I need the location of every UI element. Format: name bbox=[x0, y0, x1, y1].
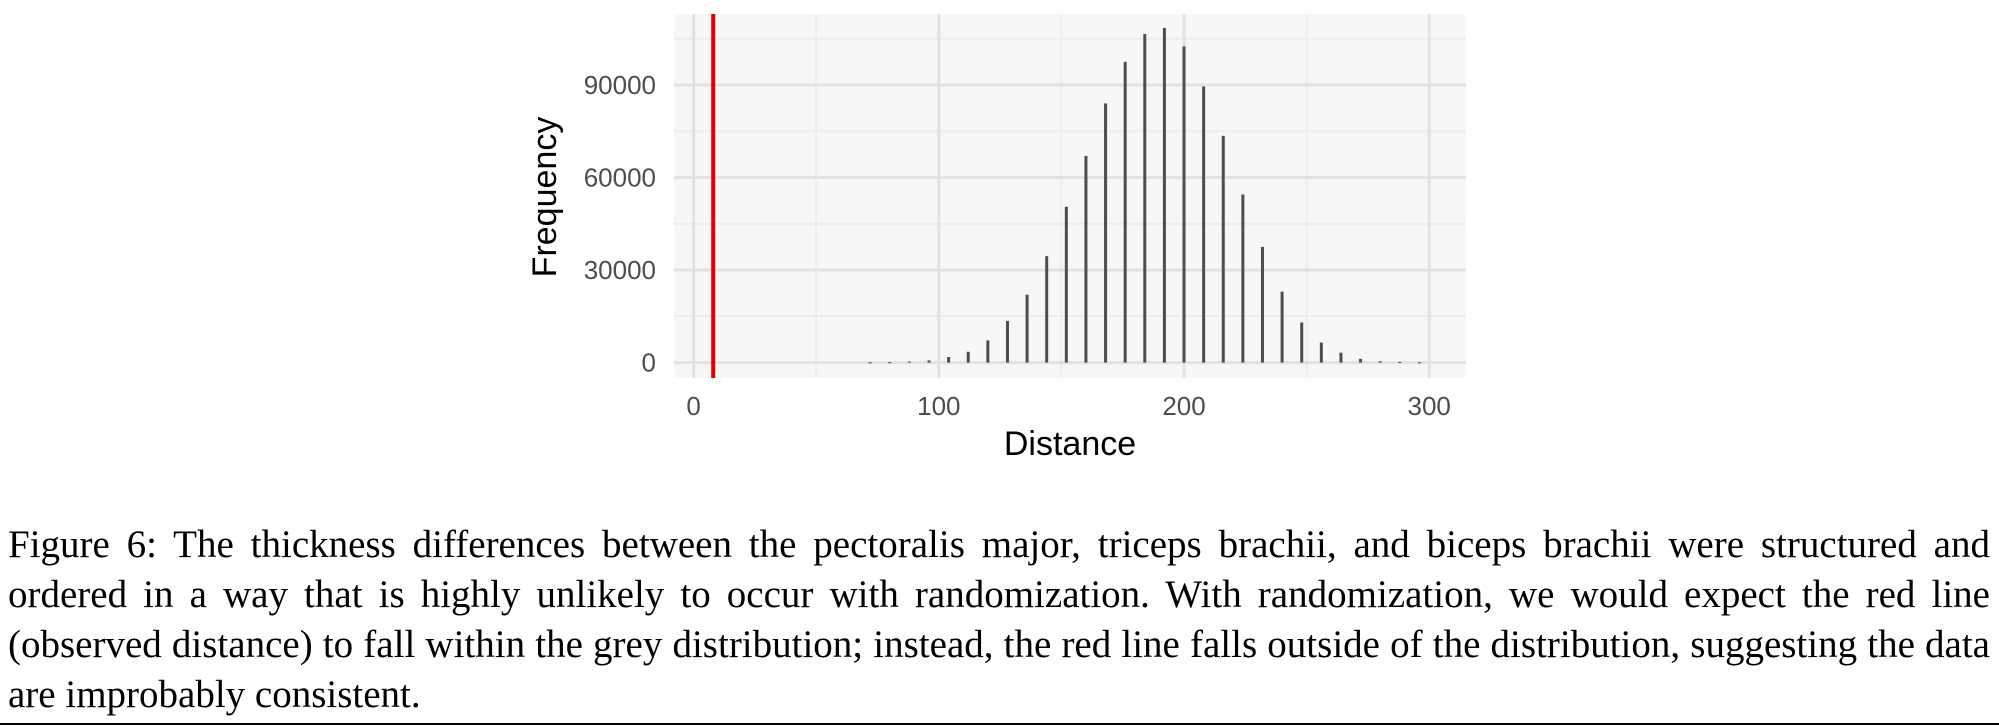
histogram-bar bbox=[1084, 155, 1088, 363]
x-tick-label: 0 bbox=[686, 391, 700, 421]
histogram-bar bbox=[1143, 34, 1147, 363]
plot-background bbox=[674, 14, 1466, 378]
histogram-bar bbox=[1417, 362, 1421, 364]
histogram-bar bbox=[1241, 194, 1245, 363]
y-tick-label: 30000 bbox=[584, 255, 656, 285]
y-axis-title: Frequency bbox=[526, 117, 564, 278]
histogram-bar bbox=[1064, 206, 1068, 363]
histogram-bar bbox=[1260, 246, 1264, 363]
x-tick-label: 300 bbox=[1408, 391, 1451, 421]
histogram-bar bbox=[1280, 291, 1284, 363]
histogram-bar bbox=[1300, 322, 1304, 363]
histogram-bar bbox=[966, 351, 970, 363]
bars bbox=[868, 27, 1421, 364]
histogram-bar bbox=[927, 360, 931, 363]
y-tick-label: 60000 bbox=[584, 162, 656, 192]
histogram-bar bbox=[1202, 86, 1206, 363]
histogram-bar bbox=[1398, 361, 1402, 363]
histogram-bar bbox=[1025, 294, 1029, 363]
figure-caption: Figure 6: The thickness differences betw… bbox=[8, 523, 1990, 716]
histogram-bar bbox=[1339, 352, 1343, 363]
y-tick-label: 90000 bbox=[584, 70, 656, 100]
histogram-bar bbox=[907, 361, 911, 363]
histogram-bar bbox=[868, 362, 872, 364]
x-tick-label: 200 bbox=[1162, 391, 1205, 421]
histogram-bar bbox=[1221, 135, 1225, 363]
x-tick-label: 100 bbox=[917, 391, 960, 421]
histogram-chart: 0 30000 60000 90000 0 100 200 300 Distance Fre… bbox=[526, 14, 1466, 463]
x-axis-title: Distance bbox=[1004, 425, 1136, 463]
histogram-bar bbox=[1005, 320, 1009, 363]
x-tick-labels: 0 100 200 300 bbox=[686, 391, 1451, 421]
histogram-bar bbox=[1104, 103, 1108, 363]
y-tick-labels: 0 30000 60000 90000 bbox=[584, 70, 656, 378]
histogram-bar bbox=[1378, 361, 1382, 363]
histogram-bar bbox=[1319, 342, 1323, 363]
histogram-bar bbox=[986, 340, 990, 363]
bottom-rule bbox=[0, 723, 1999, 725]
grid-lines bbox=[674, 14, 1466, 378]
histogram-bar bbox=[1123, 61, 1127, 363]
histogram-bar bbox=[947, 357, 951, 363]
histogram-bar bbox=[1182, 46, 1186, 363]
histogram-bar bbox=[888, 362, 892, 364]
histogram-bar bbox=[1359, 358, 1363, 363]
histogram-bar bbox=[1045, 256, 1049, 363]
y-tick-label: 0 bbox=[642, 348, 656, 378]
histogram-bar bbox=[1162, 27, 1166, 363]
